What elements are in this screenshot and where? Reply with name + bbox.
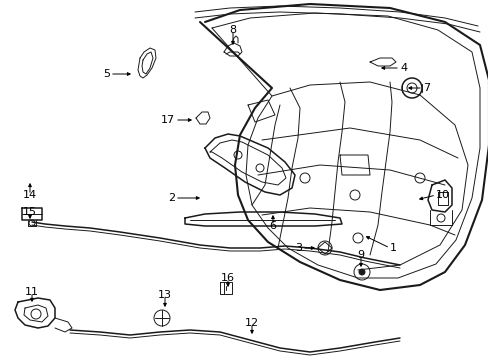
Text: 1: 1 — [389, 243, 396, 253]
Text: 9: 9 — [357, 250, 364, 260]
Text: 6: 6 — [269, 221, 276, 231]
Text: 8: 8 — [229, 25, 236, 35]
Text: 17: 17 — [161, 115, 175, 125]
Circle shape — [358, 269, 364, 275]
Text: 4: 4 — [399, 63, 407, 73]
Text: 10: 10 — [435, 190, 449, 200]
Text: 7: 7 — [422, 83, 429, 93]
Text: 16: 16 — [221, 273, 235, 283]
Text: 12: 12 — [244, 318, 259, 328]
Text: 3: 3 — [294, 243, 302, 253]
Text: 11: 11 — [25, 287, 39, 297]
Text: 15: 15 — [23, 207, 37, 217]
Text: 2: 2 — [167, 193, 175, 203]
Text: 5: 5 — [103, 69, 110, 79]
Text: 13: 13 — [158, 290, 172, 300]
Text: 14: 14 — [23, 190, 37, 200]
